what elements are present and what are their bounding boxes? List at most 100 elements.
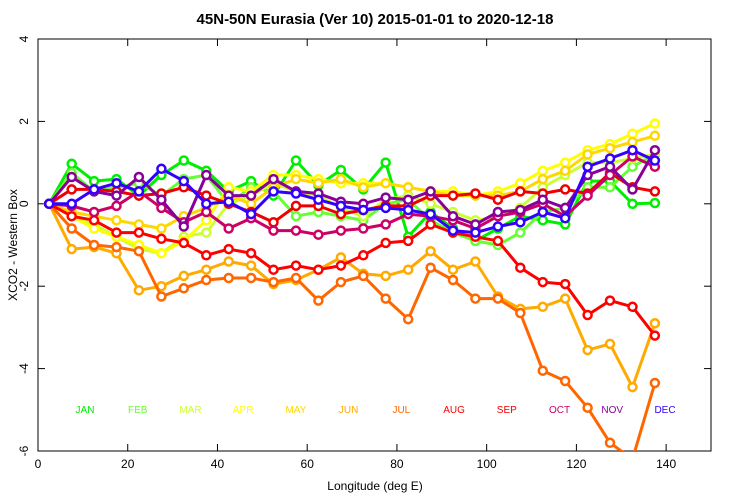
x-tick-label: 140 [656, 457, 676, 471]
data-point-dec [649, 155, 661, 166]
data-point-aug [604, 295, 616, 306]
data-point-jun [380, 270, 391, 282]
data-point-nov [515, 204, 526, 216]
data-point-jun [178, 270, 190, 282]
data-point-dec [201, 198, 212, 210]
data-point-jul [425, 262, 436, 273]
data-point-dec [133, 186, 145, 197]
data-point-sep [447, 190, 459, 201]
data-point-oct [223, 223, 234, 234]
data-point-apr [627, 128, 638, 140]
data-point-jul [649, 377, 661, 389]
data-point-jul [245, 272, 257, 284]
data-point-dec [604, 153, 616, 164]
data-point-sep [492, 194, 504, 205]
y-axis-label: XCO2 - Western Box [6, 189, 20, 301]
data-point-mar [425, 198, 436, 210]
series-line-jul [47, 202, 657, 451]
data-point-jul [470, 293, 481, 304]
data-point-jan [88, 175, 100, 187]
data-point-jul [358, 270, 369, 282]
data-point-jan [380, 157, 391, 168]
data-point-aug [559, 278, 571, 290]
data-point-dec [313, 194, 324, 205]
data-point-nov [492, 206, 504, 218]
data-point-aug [178, 237, 190, 249]
data-point-dec [402, 204, 414, 216]
data-point-jun [604, 338, 616, 350]
data-point-aug [649, 330, 661, 341]
data-point-jul [380, 293, 391, 304]
data-point-jul [492, 293, 504, 304]
data-point-jan [290, 155, 302, 166]
data-point-dec [515, 217, 526, 228]
data-point-jul [178, 283, 190, 294]
data-point-nov [402, 194, 414, 205]
data-point-may [604, 142, 616, 154]
data-point-aug [245, 247, 257, 259]
series-label-sep: SEP [497, 405, 517, 416]
data-point-may [537, 173, 549, 185]
series-label-jul: JUL [392, 405, 410, 416]
data-point-aug [358, 250, 369, 261]
data-point-may [402, 182, 414, 193]
data-point-jan [66, 158, 77, 170]
series-dec [43, 144, 661, 238]
data-point-oct [335, 225, 347, 236]
series-label-jun: JUN [339, 405, 358, 416]
data-point-may [649, 130, 661, 142]
data-point-dec [88, 184, 100, 195]
month-labels: JAN FEB MAR APR MAY JUN JUL AUG SEP OCT NOV DEC [76, 405, 676, 416]
data-point-may [290, 173, 302, 185]
data-point-jul [156, 291, 167, 302]
data-point-nov [627, 184, 638, 195]
data-point-dec [245, 208, 257, 220]
data-point-dec [156, 163, 167, 175]
data-point-aug [313, 264, 324, 275]
data-point-jul [313, 295, 324, 306]
data-point-jan [537, 215, 549, 226]
data-point-jul [66, 223, 77, 234]
data-point-dec [43, 198, 55, 210]
data-point-jun [425, 245, 436, 257]
data-point-sep [66, 184, 77, 195]
data-point-apr [537, 165, 549, 177]
data-point-jun [470, 256, 481, 267]
y-tick-label: 4 [17, 35, 31, 42]
data-point-nov [537, 194, 549, 205]
x-tick-label: 100 [477, 457, 497, 471]
data-point-jun [649, 318, 661, 329]
data-point-apr [223, 182, 234, 193]
y-tick-label: 0 [17, 200, 31, 207]
data-point-aug [402, 235, 414, 247]
data-point-jul [559, 375, 571, 387]
y-tick-label: -6 [17, 445, 31, 456]
data-point-nov [133, 171, 145, 183]
series-label-mar: MAR [179, 405, 201, 416]
data-point-dec [425, 208, 436, 220]
data-point-aug [515, 262, 526, 273]
data-point-mar [201, 227, 212, 238]
data-point-aug [380, 237, 391, 249]
data-point-oct [582, 190, 593, 201]
y-tick-label: -4 [17, 363, 31, 374]
data-point-jun [627, 381, 638, 393]
data-point-aug [290, 260, 302, 271]
data-point-jun [133, 285, 145, 296]
series-label-nov: NOV [601, 405, 623, 416]
data-point-aug [201, 250, 212, 261]
data-point-jul [268, 276, 279, 288]
data-point-nov [425, 186, 436, 197]
data-point-dec [335, 200, 347, 212]
series-layer [43, 118, 661, 451]
x-tick-label: 40 [211, 457, 225, 471]
data-point-sep [268, 217, 279, 228]
data-point-dec [380, 202, 391, 214]
data-point-aug [582, 309, 593, 321]
data-point-sep [470, 188, 481, 199]
data-point-jun [245, 260, 257, 271]
chart-title: 45N-50N Eurasia (Ver 10) 2015-01-01 to 2… [197, 11, 554, 28]
series-label-may: MAY [285, 405, 306, 416]
series-label-jan: JAN [76, 405, 95, 416]
